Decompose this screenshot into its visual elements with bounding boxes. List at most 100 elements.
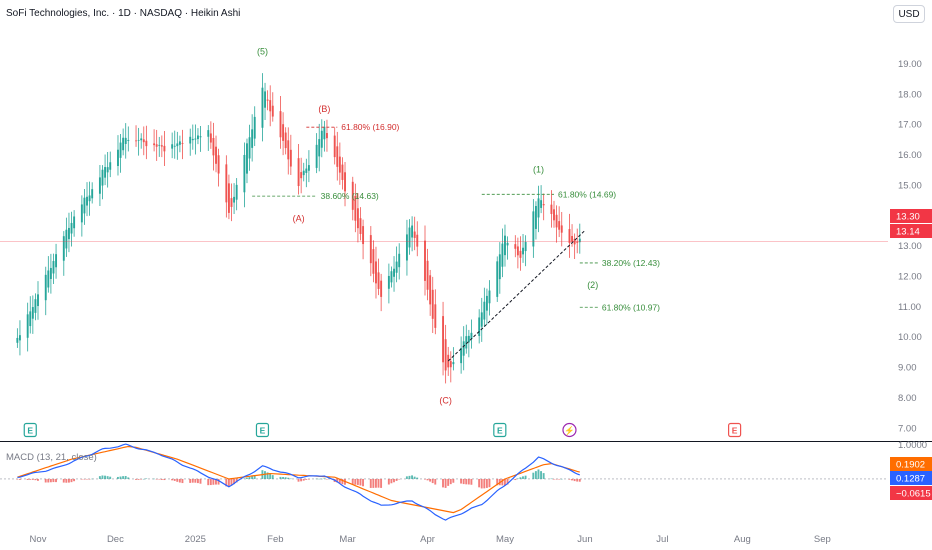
candle[interactable] <box>68 212 70 253</box>
candle[interactable] <box>155 129 158 161</box>
candle[interactable] <box>248 124 251 171</box>
candle[interactable] <box>413 216 416 251</box>
candle[interactable] <box>73 210 76 237</box>
candle[interactable] <box>460 336 463 374</box>
candle[interactable] <box>37 281 39 320</box>
macd-line[interactable] <box>17 443 580 521</box>
candle[interactable] <box>483 287 486 327</box>
candle[interactable] <box>55 243 58 279</box>
candle[interactable] <box>31 295 34 334</box>
candle[interactable] <box>326 119 328 152</box>
candle[interactable] <box>576 228 579 254</box>
candle[interactable] <box>553 200 555 228</box>
candle[interactable] <box>29 296 32 334</box>
candle[interactable] <box>387 263 390 304</box>
candle[interactable] <box>209 121 212 149</box>
candle[interactable] <box>26 302 29 352</box>
candle[interactable] <box>246 138 248 184</box>
candle[interactable] <box>398 243 401 280</box>
candle[interactable] <box>302 162 305 182</box>
candle[interactable] <box>261 73 264 142</box>
candle[interactable] <box>444 324 447 384</box>
candle[interactable] <box>568 213 571 258</box>
currency-button[interactable]: USD <box>893 5 925 23</box>
candle[interactable] <box>375 246 377 299</box>
candle[interactable] <box>171 132 174 159</box>
candle[interactable] <box>470 319 473 349</box>
candle[interactable] <box>305 158 308 188</box>
candle[interactable] <box>369 226 372 277</box>
candle[interactable] <box>501 228 504 278</box>
candle[interactable] <box>480 297 483 342</box>
macd-signal-line[interactable] <box>17 445 580 514</box>
candle[interactable] <box>462 326 465 371</box>
candle[interactable] <box>555 205 558 243</box>
candle[interactable] <box>153 129 156 152</box>
candle[interactable] <box>318 123 321 172</box>
candle[interactable] <box>377 258 380 296</box>
candle[interactable] <box>83 189 86 225</box>
candle[interactable] <box>393 256 395 292</box>
earnings-event-icon[interactable]: E <box>23 422 37 438</box>
candle[interactable] <box>390 266 393 288</box>
earnings-event-icon[interactable]: E <box>727 422 742 438</box>
candle[interactable] <box>279 95 282 149</box>
candle[interactable] <box>573 233 576 260</box>
candle[interactable] <box>488 280 491 316</box>
candle[interactable] <box>135 125 137 147</box>
candle[interactable] <box>251 114 254 162</box>
candle[interactable] <box>359 207 362 241</box>
candle[interactable] <box>522 233 524 263</box>
candle[interactable] <box>65 217 68 257</box>
candle[interactable] <box>235 178 238 211</box>
candle[interactable] <box>264 82 266 120</box>
candle[interactable] <box>181 129 184 160</box>
candle[interactable] <box>271 92 274 122</box>
candle[interactable] <box>478 309 481 344</box>
earnings-event-icon[interactable]: E <box>255 422 270 438</box>
candle[interactable] <box>550 190 553 228</box>
candle[interactable] <box>578 223 581 254</box>
candle[interactable] <box>336 131 339 181</box>
candle[interactable] <box>230 183 233 222</box>
candle[interactable] <box>424 225 426 296</box>
candle[interactable] <box>540 185 543 214</box>
candle[interactable] <box>449 351 452 383</box>
candle[interactable] <box>307 150 310 183</box>
candle[interactable] <box>253 106 256 147</box>
candle[interactable] <box>405 219 408 276</box>
candle[interactable] <box>104 154 107 186</box>
candle[interactable] <box>467 329 470 358</box>
candle[interactable] <box>504 224 506 267</box>
candle[interactable] <box>426 248 429 301</box>
candle[interactable] <box>176 131 179 160</box>
candle[interactable] <box>49 253 52 294</box>
candle[interactable] <box>338 142 341 185</box>
candle[interactable] <box>117 135 119 176</box>
candle[interactable] <box>315 133 318 174</box>
candle[interactable] <box>233 183 236 214</box>
candle[interactable] <box>269 85 272 127</box>
candle[interactable] <box>408 219 411 255</box>
candle[interactable] <box>98 164 101 207</box>
candle[interactable] <box>289 134 292 175</box>
candle[interactable] <box>362 219 365 260</box>
trendline[interactable] <box>447 230 586 362</box>
candle[interactable] <box>287 127 290 175</box>
candle[interactable] <box>297 143 300 195</box>
candle[interactable] <box>199 125 202 152</box>
candle[interactable] <box>266 90 269 111</box>
candle[interactable] <box>416 221 419 257</box>
candle[interactable] <box>243 142 246 208</box>
candle[interactable] <box>380 273 383 312</box>
candle[interactable] <box>431 276 434 334</box>
candle[interactable] <box>47 256 50 293</box>
candle[interactable] <box>217 148 220 187</box>
candle[interactable] <box>225 155 228 218</box>
candle[interactable] <box>442 301 445 376</box>
candle[interactable] <box>145 125 148 160</box>
candle[interactable] <box>558 206 561 238</box>
candle[interactable] <box>62 231 65 276</box>
candle[interactable] <box>124 123 127 159</box>
